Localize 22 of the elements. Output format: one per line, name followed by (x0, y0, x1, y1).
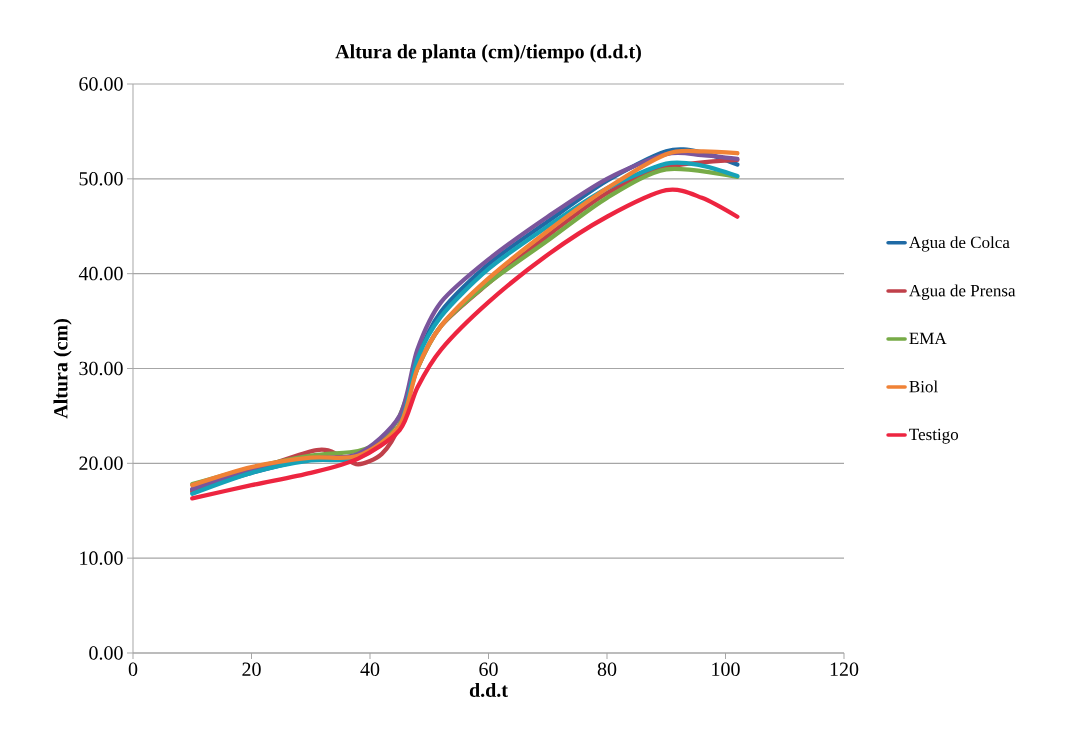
y-tick-label: 40.00 (78, 266, 123, 281)
legend-label: Agua de Prensa (909, 284, 1016, 300)
legend-label: Testigo (909, 428, 959, 444)
x-tick-label: 120 (830, 662, 859, 677)
y-tick-label: 0.00 (89, 646, 123, 660)
legend-label: EMA (909, 332, 947, 344)
x-tick-label: 0 (128, 662, 138, 677)
legend-label: Agua de Colca (909, 236, 1010, 252)
y-tick-label: 30.00 (79, 361, 123, 376)
x-tick-label: 100 (712, 662, 740, 677)
x-axis-title: d.d.t (469, 682, 508, 698)
x-tick-label: 60 (479, 662, 498, 677)
chart-title: Altura de planta (cm)/tiempo (d.d.t) (335, 44, 641, 63)
x-tick-label: 20 (242, 662, 261, 677)
x-tick-label: 40 (360, 662, 380, 677)
y-tick-label: 10.00 (80, 551, 123, 565)
y-tick-label: 50.00 (79, 172, 123, 186)
y-tick-label: 20.00 (79, 456, 123, 471)
y-tick-label: 60.00 (79, 77, 123, 91)
x-tick-label: 80 (597, 662, 617, 677)
y-axis-title: Altura (cm) (53, 319, 72, 419)
legend-label: Biol (909, 380, 938, 393)
